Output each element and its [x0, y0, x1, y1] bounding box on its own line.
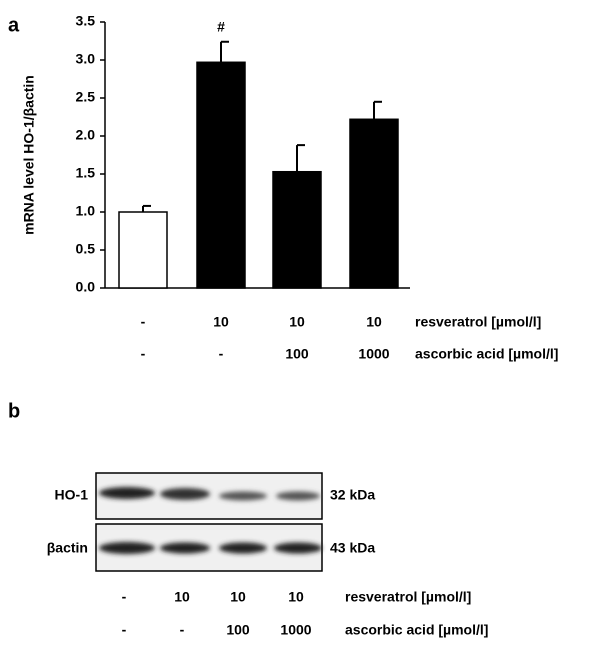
condition-value: 100	[226, 622, 250, 638]
bar	[196, 61, 246, 289]
condition-value: 10	[289, 314, 305, 330]
blot-size-label: 43 kDa	[330, 540, 375, 556]
y-tick-label: 3.0	[76, 51, 96, 67]
y-tick-label: 3.5	[76, 13, 96, 29]
blot-row-label: βactin	[47, 540, 88, 556]
panel-label: b	[8, 400, 20, 422]
condition-value: 10	[288, 589, 304, 605]
condition-value: 10	[213, 314, 229, 330]
condition-value: -	[180, 622, 185, 638]
y-axis-label: mRNA level HO-1/βactin	[21, 75, 37, 235]
condition-value: -	[122, 589, 127, 605]
y-tick-label: 2.0	[76, 127, 96, 143]
y-tick-label: 0.0	[76, 279, 96, 295]
bar	[349, 118, 399, 289]
condition-value: 10	[230, 589, 246, 605]
condition-value: 10	[366, 314, 382, 330]
bar	[272, 170, 322, 289]
condition-value: 1000	[280, 622, 311, 638]
y-tick-label: 1.0	[76, 203, 96, 219]
condition-value: -	[122, 622, 127, 638]
condition-value: 100	[285, 346, 309, 362]
condition-value: 10	[174, 589, 190, 605]
panel-label: a	[8, 14, 20, 36]
condition-name: ascorbic acid [µmol/l]	[415, 346, 558, 362]
y-tick-label: 2.5	[76, 89, 96, 105]
annotation: #	[217, 18, 225, 34]
condition-value: -	[141, 346, 146, 362]
y-tick-label: 1.5	[76, 165, 96, 181]
blot-size-label: 32 kDa	[330, 487, 375, 503]
condition-value: -	[141, 314, 146, 330]
condition-name: ascorbic acid [µmol/l]	[345, 622, 488, 638]
condition-value: -	[219, 346, 224, 362]
blot	[95, 472, 323, 572]
condition-name: resveratrol [µmol/l]	[415, 314, 541, 330]
bar	[118, 211, 168, 289]
condition-value: 1000	[358, 346, 389, 362]
blot-row-label: HO-1	[55, 487, 89, 503]
condition-name: resveratrol [µmol/l]	[345, 589, 471, 605]
y-tick-label: 0.5	[76, 241, 96, 257]
